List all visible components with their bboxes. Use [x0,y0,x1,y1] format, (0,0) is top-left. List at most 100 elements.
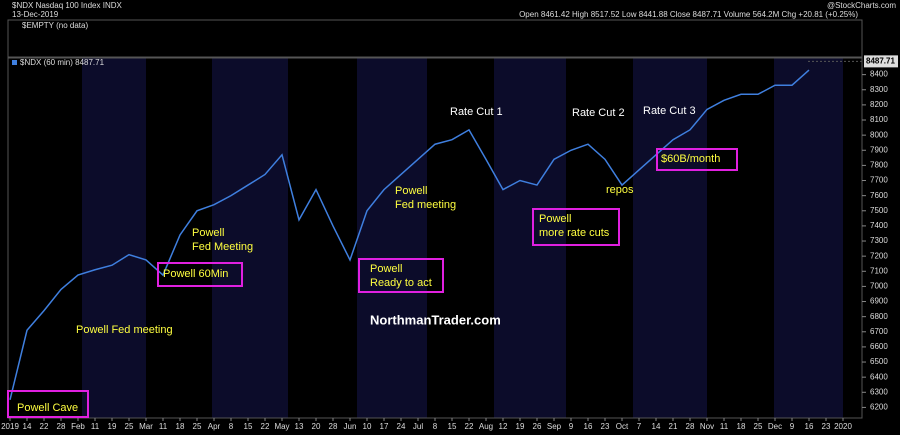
panel-label: $EMPTY (no data) [22,21,88,30]
annotation: Powell Cave [17,402,78,414]
x-tick-label: 12 [499,422,508,431]
y-tick-label: 7800 [870,161,888,170]
annotation: Powell 60Min [163,268,228,280]
x-tick-label: 2019 [1,422,19,431]
annotation: Powell [192,227,224,239]
y-tick-label: 7900 [870,145,888,154]
x-tick-label: 22 [465,422,474,431]
y-tick-label: 7600 [870,191,888,200]
x-tick-label: 11 [159,422,168,431]
x-tick-label: Sep [547,422,562,431]
symbol: $NDX Nasdaq 100 Index INDX [12,1,123,10]
y-tick-label: 8000 [870,130,888,139]
month-bands [82,58,843,418]
y-tick-label: 6700 [870,327,888,336]
x-tick-label: Mar [139,422,153,431]
x-tick-label: 21 [669,422,678,431]
x-tick-label: 19 [108,422,117,431]
annotation: Powell [395,185,427,197]
x-tick-label: 20 [312,422,321,431]
annotation-box [157,262,243,287]
x-tick-label: 24 [397,422,406,431]
y-tick-label: 6200 [870,403,888,412]
quote: Open 8461.42 High 8517.52 Low 8441.88 Cl… [519,10,858,19]
y-tick-label: 8100 [870,115,888,124]
annotation-box [532,208,620,246]
y-tick-label: 8200 [870,100,888,109]
x-tick-label: 18 [176,422,185,431]
x-tick-label: 7 [637,422,642,431]
x-tick-label: 19 [516,422,525,431]
y-tick-label: 7300 [870,236,888,245]
y-tick-label: 6800 [870,312,888,321]
x-tick-label: 11 [91,422,100,431]
x-tick-label: Jun [344,422,357,431]
x-tick-label: 26 [533,422,542,431]
annotation: Powell [370,263,402,275]
x-tick-label: 23 [822,422,831,431]
annotation: more rate cuts [539,227,610,239]
x-tick-label: 2020 [834,422,852,431]
x-tick-label: 14 [652,422,661,431]
x-tick-label: 17 [380,422,389,431]
x-tick-label: 18 [737,422,746,431]
brand: @StockCharts.com [827,1,896,10]
last-label: 8487.71 [866,56,895,65]
annotation-box [358,258,444,293]
y-tick-label: 8300 [870,85,888,94]
annotation-box [656,148,738,171]
x-tick-label: 16 [805,422,814,431]
y-tick-label: 7700 [870,176,888,185]
annotation: Rate Cut 1 [450,106,503,118]
x-tick-label: Dec [768,422,782,431]
annotation: NorthmanTrader.com [370,312,501,327]
y-tick-label: 6900 [870,297,888,306]
y-tick-label: 7000 [870,282,888,291]
top-panel [7,19,863,58]
annotation-box [7,390,89,418]
x-tick-label: 22 [40,422,49,431]
x-tick-label: Apr [208,422,221,431]
x-tick-label: 15 [244,422,253,431]
x-tick-label: 9 [790,422,795,431]
x-tick-label: May [274,422,289,431]
annotation: Rate Cut 3 [643,105,696,117]
annotation: Fed meeting [395,199,456,211]
y-tick-label: 6300 [870,387,888,396]
x-tick-label: 16 [584,422,593,431]
x-tick-label: 23 [601,422,610,431]
y-tick-label: 6600 [870,342,888,351]
date: 13-Dec-2019 [12,10,59,19]
y-tick-label: 7500 [870,206,888,215]
annotation: Ready to act [370,277,432,289]
x-tick-label: 25 [125,422,134,431]
y-tick-label: 7100 [870,266,888,275]
y-tick-label: 7200 [870,251,888,260]
legend: $NDX (60 min) 8487.71 [20,58,105,67]
annotation: Powell Fed meeting [76,324,173,336]
x-tick-label: 25 [193,422,202,431]
x-tick-label: 10 [363,422,372,431]
x-tick-label: Aug [479,422,493,431]
x-tick-label: 11 [720,422,729,431]
x-tick-label: 22 [261,422,270,431]
x-tick-label: 25 [754,422,763,431]
annotation: Fed Meeting [192,241,253,253]
annotation: Powell [539,213,571,225]
x-tick-label: Jul [413,422,423,431]
x-tick-label: Feb [71,422,85,431]
x-tick-label: Nov [700,422,714,431]
y-tick-label: 8400 [870,70,888,79]
x-tick-label: 9 [569,422,574,431]
x-tick-label: 13 [295,422,304,431]
legend-swatch [12,60,17,65]
price-line [9,69,810,401]
y-tick-label: 6400 [870,372,888,381]
y-tick-label: 6500 [870,357,888,366]
y-tick-label: 7400 [870,221,888,230]
x-tick-label: 28 [329,422,338,431]
x-tick-label: 14 [23,422,32,431]
x-tick-label: 28 [57,422,66,431]
x-tick-label: 8 [229,422,234,431]
